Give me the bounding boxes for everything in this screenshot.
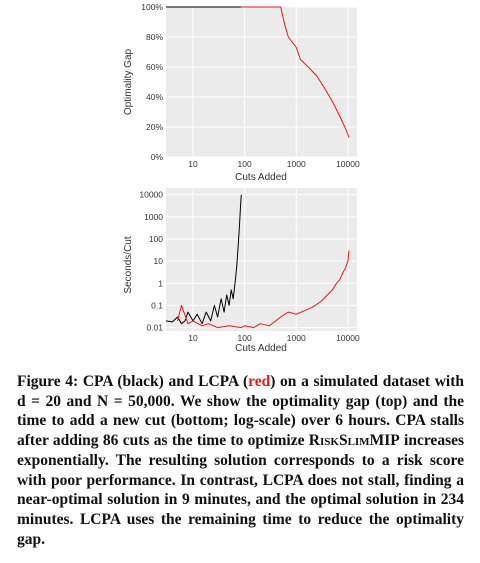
y-tick-label: 0.1 (151, 300, 163, 310)
x-tick-label: 10 (188, 159, 198, 169)
y-tick-label: 10000 (139, 190, 163, 200)
caption-smallcaps: RiskSlimMIP (308, 432, 400, 450)
y-tick-label: 100% (141, 2, 163, 12)
bottom-y-axis-label: Seconds/Cut (123, 236, 134, 293)
y-tick-label: 1 (158, 278, 163, 288)
y-tick-label: 60% (146, 62, 163, 72)
y-tick-label: 20% (146, 122, 163, 132)
x-tick-label: 10000 (336, 333, 360, 343)
x-tick-label: 1000 (287, 333, 306, 343)
lcpa-series-line (241, 6, 350, 138)
caption-text-1: ) on a simulated dataset with d = 20 and… (17, 373, 464, 450)
bottom-plot-panel (166, 188, 357, 331)
x-tick-label: 10 (188, 333, 198, 343)
x-tick-label: 100 (238, 333, 252, 343)
y-tick-label: 0% (151, 152, 164, 162)
y-tick-label: 10 (154, 256, 164, 266)
top-plot-panel (166, 7, 357, 157)
caption-label: Figure 4: CPA (black) and LCPA ( (17, 373, 249, 390)
y-tick-label: 80% (146, 32, 163, 42)
cpa-series-line (165, 194, 242, 325)
figure-caption: Figure 4: CPA (black) and LCPA (red) on … (17, 372, 464, 549)
y-tick-label: 0.01 (146, 323, 163, 333)
x-tick-label: 100 (238, 159, 252, 169)
optimality-gap-chart: 0% 20% 40% 60% 80% 100% 10 100 1000 10000 Optima… (123, 2, 360, 183)
figure: 0% 20% 40% 60% 80% 100% 10 100 1000 10000 Optima… (123, 2, 360, 354)
caption-red-word: red (248, 373, 271, 390)
caption-text-2: increases exponentially. The resulting s… (17, 432, 465, 548)
x-tick-label: 10000 (336, 159, 360, 169)
y-tick-label: 40% (146, 92, 163, 102)
seconds-per-cut-chart: 0.01 0.1 1 10 100 1000 10000 10 100 1000 10000 Se… (123, 188, 360, 354)
y-tick-label: 100 (149, 234, 163, 244)
x-tick-label: 1000 (287, 159, 306, 169)
top-y-axis-label: Optimality Gap (123, 48, 134, 115)
lcpa-series-line (177, 250, 350, 329)
top-x-axis-label: Cuts Added (235, 172, 287, 183)
y-tick-label: 1000 (144, 212, 163, 222)
bottom-x-axis-label: Cuts Added (235, 343, 287, 354)
